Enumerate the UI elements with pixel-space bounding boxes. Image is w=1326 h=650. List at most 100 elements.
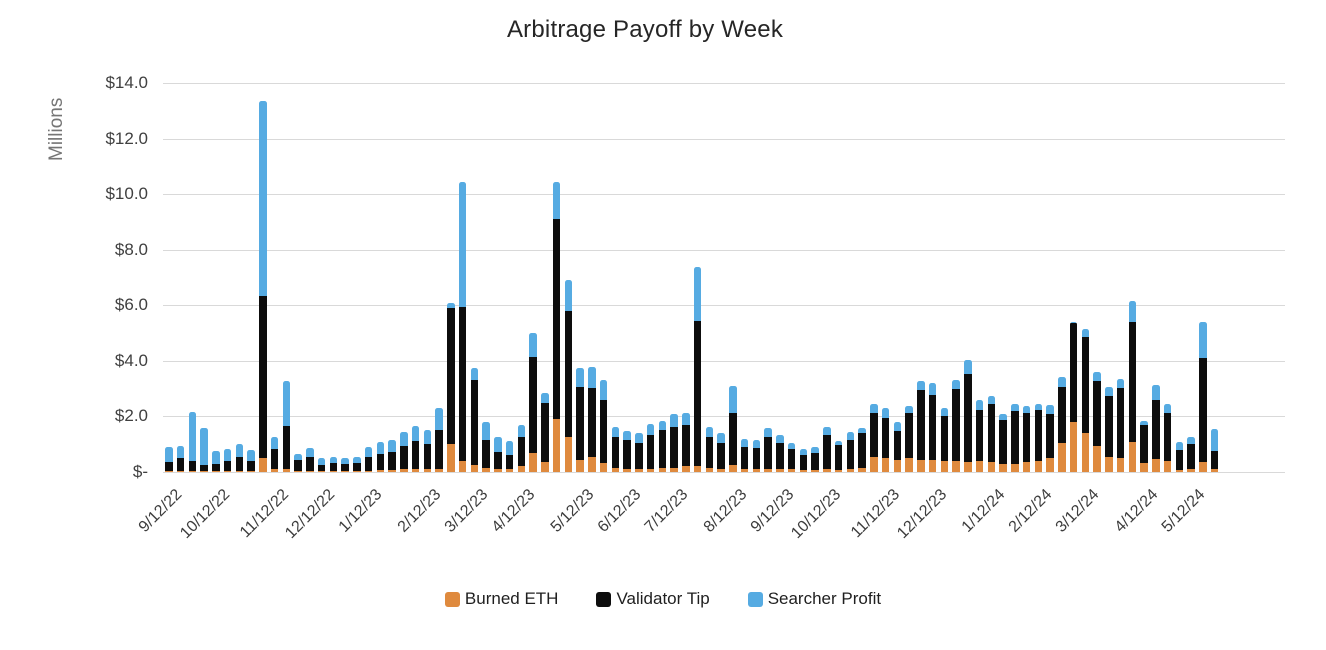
stacked-bar xyxy=(1140,420,1148,472)
segment-searcher-profit xyxy=(294,453,302,461)
segment-validator-tip xyxy=(658,430,667,468)
bar-week-2 xyxy=(187,83,199,472)
stacked-bar xyxy=(870,403,878,472)
segment-burned-eth xyxy=(1175,469,1184,472)
bar-week-74 xyxy=(1033,83,1045,472)
segment-searcher-profit xyxy=(188,412,197,461)
segment-burned-eth xyxy=(787,469,796,472)
segment-validator-tip xyxy=(999,420,1007,464)
segment-validator-tip xyxy=(1175,450,1184,470)
segment-searcher-profit xyxy=(494,436,502,452)
bar-week-15 xyxy=(339,83,351,472)
segment-burned-eth xyxy=(259,458,267,472)
segment-validator-tip xyxy=(858,433,866,468)
segment-validator-tip xyxy=(1058,386,1066,444)
stacked-bar xyxy=(811,447,819,472)
segment-searcher-profit xyxy=(917,380,925,391)
segment-burned-eth xyxy=(705,467,714,472)
segment-searcher-profit xyxy=(505,441,514,456)
bar-week-28 xyxy=(492,83,504,472)
segment-burned-eth xyxy=(823,469,831,472)
segment-validator-tip xyxy=(787,449,796,470)
x-tick-label: 8/12/23 xyxy=(700,486,751,536)
bar-week-16 xyxy=(351,83,363,472)
segment-burned-eth xyxy=(858,467,866,472)
segment-searcher-profit xyxy=(470,367,479,381)
segment-searcher-profit xyxy=(846,431,855,440)
segment-searcher-profit xyxy=(1163,403,1172,414)
segment-validator-tip xyxy=(646,435,655,469)
segment-searcher-profit xyxy=(646,423,655,436)
stacked-bar xyxy=(752,440,761,472)
stacked-bar xyxy=(823,427,831,472)
segment-searcher-profit xyxy=(905,406,913,413)
segment-searcher-profit xyxy=(517,425,526,437)
stacked-bar xyxy=(259,101,267,472)
stacked-bar xyxy=(388,439,396,472)
segment-searcher-profit xyxy=(482,421,490,441)
segment-validator-tip xyxy=(964,373,972,462)
stacked-bar xyxy=(705,426,714,472)
segment-burned-eth xyxy=(1046,458,1054,472)
segment-validator-tip xyxy=(1046,413,1054,459)
segment-searcher-profit xyxy=(611,426,620,437)
segment-burned-eth xyxy=(905,458,913,472)
stacked-bar xyxy=(787,443,796,472)
stacked-bar xyxy=(729,386,737,472)
segment-burned-eth xyxy=(282,468,291,472)
segment-validator-tip xyxy=(200,465,208,471)
segment-validator-tip xyxy=(1105,396,1113,457)
segment-searcher-profit xyxy=(893,421,902,431)
segment-burned-eth xyxy=(811,469,819,472)
x-tick-label: 3/12/23 xyxy=(441,486,492,536)
segment-validator-tip xyxy=(517,436,526,467)
bar-week-37 xyxy=(598,83,610,472)
bar-week-57 xyxy=(833,83,845,472)
segment-searcher-profit xyxy=(787,443,796,450)
segment-validator-tip xyxy=(799,455,808,470)
segment-searcher-profit xyxy=(317,458,326,466)
stacked-bar xyxy=(928,383,937,472)
segment-searcher-profit xyxy=(1175,441,1184,451)
bar-week-67 xyxy=(950,83,962,472)
segment-searcher-profit xyxy=(752,440,761,449)
stacked-bar xyxy=(905,406,913,472)
stacked-bar xyxy=(693,266,702,472)
segment-validator-tip xyxy=(317,465,326,472)
plot-area xyxy=(163,83,1285,473)
x-tick-label: 4/12/23 xyxy=(488,486,539,536)
segment-burned-eth xyxy=(952,460,960,472)
bar-week-65 xyxy=(927,83,939,472)
stacked-bar xyxy=(482,421,490,472)
stacked-bar xyxy=(658,420,667,472)
gridline xyxy=(163,360,1285,362)
gridline xyxy=(163,83,1285,84)
segment-burned-eth xyxy=(482,467,490,472)
segment-burned-eth xyxy=(635,469,643,472)
stacked-bar xyxy=(964,359,972,472)
segment-validator-tip xyxy=(588,388,596,458)
bar-week-35 xyxy=(574,83,586,472)
x-tick-label: 1/12/24 xyxy=(959,486,1009,536)
validator-tip-swatch-icon xyxy=(596,591,612,607)
stacked-bar xyxy=(1069,321,1078,472)
stacked-bar xyxy=(881,408,890,472)
segment-searcher-profit xyxy=(1210,428,1219,452)
segment-validator-tip xyxy=(247,460,255,471)
segment-validator-tip xyxy=(1163,413,1172,461)
segment-validator-tip xyxy=(693,321,702,467)
bar-week-80 xyxy=(1103,83,1115,472)
segment-searcher-profit xyxy=(223,449,232,461)
bar-week-4 xyxy=(210,83,222,472)
segment-burned-eth xyxy=(270,469,279,472)
stacked-bar xyxy=(223,449,232,472)
stacked-bar xyxy=(282,380,291,472)
bar-week-11 xyxy=(292,83,304,472)
segment-searcher-profit xyxy=(1034,403,1043,411)
segment-burned-eth xyxy=(388,470,396,472)
segment-burned-eth xyxy=(376,470,385,472)
segment-burned-eth xyxy=(411,469,420,472)
stacked-bar xyxy=(212,450,220,472)
segment-validator-tip xyxy=(1210,451,1219,470)
gridline xyxy=(163,194,1285,196)
